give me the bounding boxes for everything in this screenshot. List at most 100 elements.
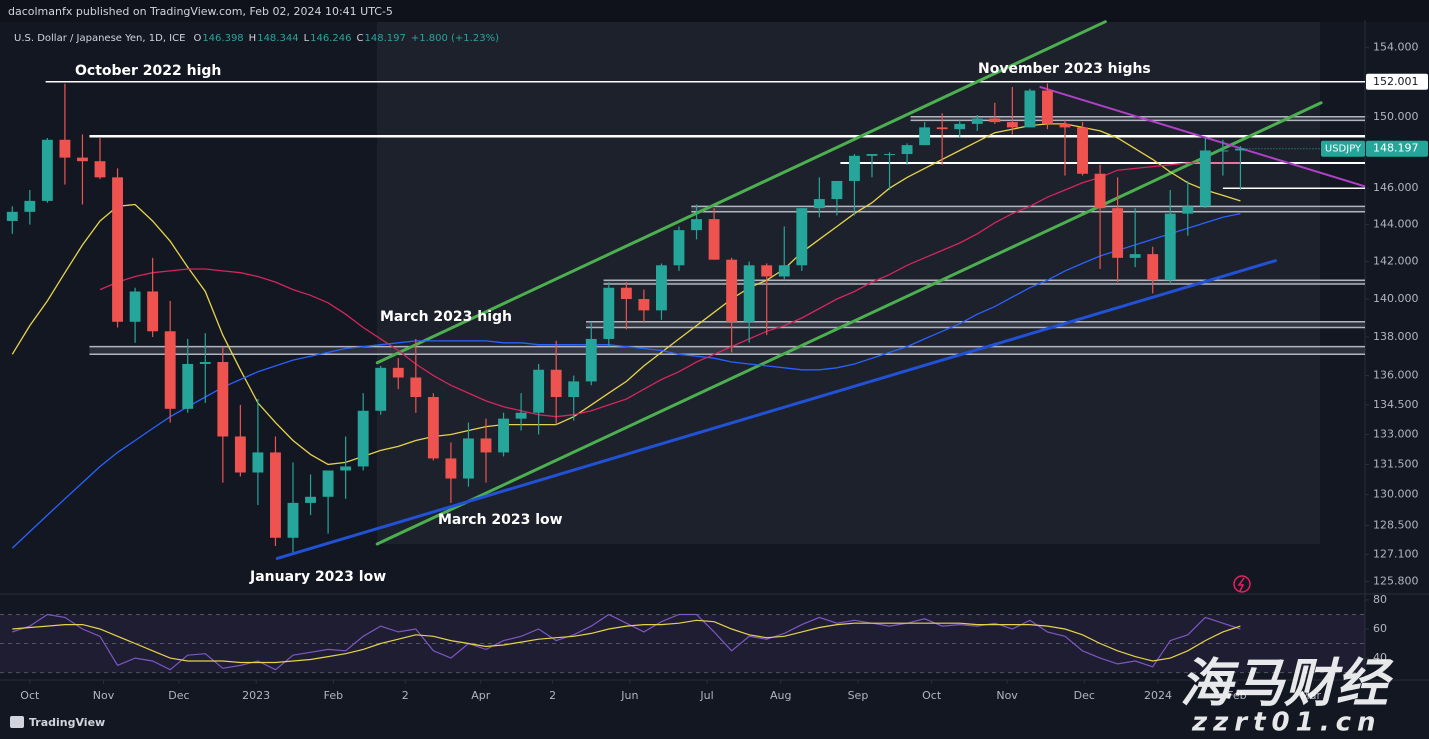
legend-change: +1.800 (+1.23%): [411, 33, 499, 44]
y-tick-label: 150.000: [1373, 110, 1419, 123]
candle-body: [182, 363, 194, 409]
y-tick-label: 140.000: [1373, 292, 1419, 305]
x-tick-label: Mar: [1300, 689, 1321, 702]
rsi-tick-label: 40: [1373, 651, 1387, 664]
candle-body: [603, 287, 615, 339]
rsi-line: [12, 613, 1241, 671]
candle-body: [761, 265, 773, 277]
trendline: [1039, 86, 1365, 188]
trendline: [375, 20, 1107, 365]
x-tick-label: Jun: [620, 689, 638, 702]
candle-body: [41, 139, 53, 201]
candle-body: [813, 199, 825, 209]
legend-value: 146.246: [310, 33, 351, 44]
x-tick-label: 2: [402, 689, 409, 702]
trendline: [275, 259, 1278, 560]
candle-body: [708, 219, 720, 260]
candle-body: [550, 369, 562, 398]
y-tick-label: 133.000: [1373, 427, 1419, 440]
trendline: [375, 101, 1323, 546]
level-band: [586, 321, 1365, 328]
candle-body: [1199, 150, 1211, 207]
candles: [6, 83, 1246, 553]
rsi-tick-label: 80: [1373, 593, 1387, 606]
x-tick-label: Nov: [996, 689, 1018, 702]
x-tick-label: Feb: [1227, 689, 1246, 702]
candle-body: [936, 127, 948, 130]
candle-body: [849, 155, 860, 181]
candle-body: [445, 458, 457, 479]
x-tick-label: Aug: [770, 689, 791, 702]
header-bar: [0, 0, 1429, 22]
candle-body: [147, 291, 159, 332]
candle-body: [673, 230, 685, 266]
rsi-tick-label: 60: [1373, 622, 1387, 635]
candle-body: [901, 145, 913, 155]
symbol-badge-label: USDJPY: [1325, 144, 1362, 155]
candle-body: [1147, 254, 1159, 281]
level-band: [691, 206, 1365, 212]
candle-body: [691, 219, 702, 231]
candle-body: [77, 157, 88, 162]
annotation: October 2022 high: [75, 63, 221, 79]
candle-body: [24, 200, 36, 212]
candle-body: [199, 362, 211, 364]
candle-body: [954, 123, 966, 130]
legend-value: 148.344: [257, 33, 298, 44]
y-tick-label: 136.000: [1373, 369, 1419, 382]
moving-averages: [11, 123, 1241, 549]
y-tick-label: 154.000: [1373, 40, 1419, 53]
candle-body: [375, 367, 387, 411]
legend-key: L: [304, 33, 310, 44]
candle-body: [164, 331, 176, 409]
candle-body: [427, 397, 439, 459]
candle-body: [971, 118, 983, 124]
rsi-pane: [0, 613, 1365, 674]
candle-body: [287, 502, 299, 538]
shaded-zone: [377, 22, 1320, 544]
candle-body: [866, 154, 878, 156]
header: dacolmanfx published on TradingView.com,…: [8, 5, 393, 18]
x-tick-label: Feb: [324, 689, 343, 702]
y-tick-label: 128.500: [1373, 518, 1419, 531]
symbol-badge: [1321, 140, 1365, 157]
legend-key: O: [193, 33, 201, 44]
candle-body: [533, 369, 545, 413]
candle-body: [234, 436, 246, 473]
legend: O 146.398 H 148.344 L 146.246 C 148.197 +1.800 (…: [193, 33, 499, 44]
candle-body: [357, 410, 369, 467]
y-tick-label: 142.000: [1373, 255, 1419, 268]
x-tick-label: Sep: [848, 689, 869, 702]
brand: TradingView: [29, 716, 105, 729]
moving-average: [11, 123, 1241, 466]
candle-body: [270, 452, 281, 538]
candle-body: [305, 496, 316, 503]
candle-body: [1094, 173, 1106, 209]
candle-body: [129, 291, 141, 322]
annotation: January 2023 low: [249, 569, 386, 585]
candle-body: [1059, 123, 1071, 128]
candle-body: [410, 377, 422, 398]
candle-body: [743, 265, 755, 322]
level-price-label: 152.001: [1373, 75, 1419, 88]
candle-body: [656, 265, 667, 311]
candle-body: [94, 161, 106, 178]
candle-body: [252, 452, 264, 473]
brand-logo: [10, 716, 24, 728]
x-tick-label: Nov: [93, 689, 115, 702]
candle-body: [392, 367, 404, 378]
x-tick-label: Apr: [471, 689, 491, 702]
candle-body: [1041, 90, 1053, 124]
candle-body: [1164, 213, 1176, 281]
watermark: 海马财经: [1180, 654, 1394, 714]
x-tick-label: 2: [549, 689, 556, 702]
candle-body: [1006, 122, 1018, 128]
event-icon[interactable]: [1233, 575, 1251, 593]
x-tick-label: Dec: [168, 689, 189, 702]
y-tick-label: 138.000: [1373, 330, 1419, 343]
candle-body: [726, 259, 738, 322]
legend-key: H: [249, 33, 257, 44]
candle-body: [919, 127, 931, 146]
candle-body: [1129, 254, 1141, 258]
